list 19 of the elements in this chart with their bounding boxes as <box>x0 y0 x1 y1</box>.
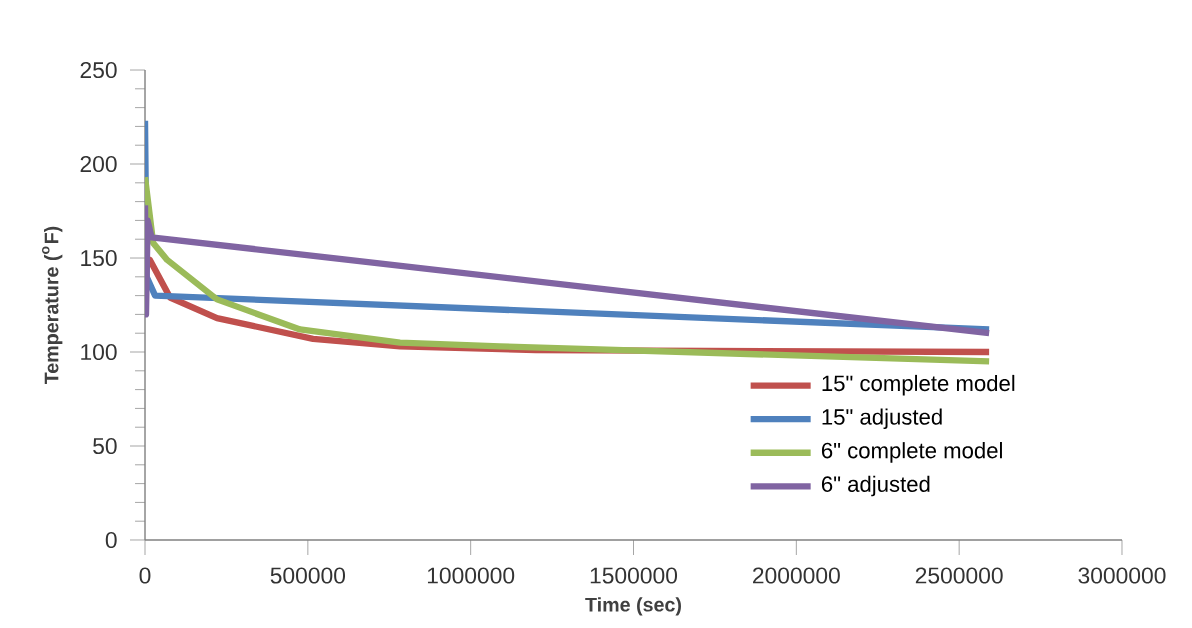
x-tick-label: 1000000 <box>427 567 515 584</box>
x-tick-label: 0 <box>139 567 151 584</box>
legend-label: 6" adjusted <box>821 475 930 497</box>
x-tick-label: 500000 <box>270 567 346 584</box>
y-tick-label: 250 <box>80 61 117 79</box>
x-tick-label: 3000000 <box>1078 567 1166 584</box>
legend-label: 15" complete model <box>822 374 1015 396</box>
x-tick-label: 1500000 <box>590 567 678 584</box>
x-tick-label: 2000000 <box>753 567 840 584</box>
y-tick-label: 200 <box>80 155 117 173</box>
y-tick-label: 50 <box>93 437 117 455</box>
legend-label: 15" adjusted <box>822 408 942 430</box>
y-tick-label: 150 <box>81 249 117 267</box>
y-tick-label: 0 <box>105 531 117 549</box>
y-tick-label: 100 <box>81 343 117 361</box>
x-axis-title: Time (sec) <box>585 597 681 616</box>
legend-label: 6" complete model <box>821 442 1002 463</box>
x-tick-label: 2500000 <box>915 567 1003 584</box>
y-axis-title: Temperature ($^{o}$F) <box>42 226 63 385</box>
